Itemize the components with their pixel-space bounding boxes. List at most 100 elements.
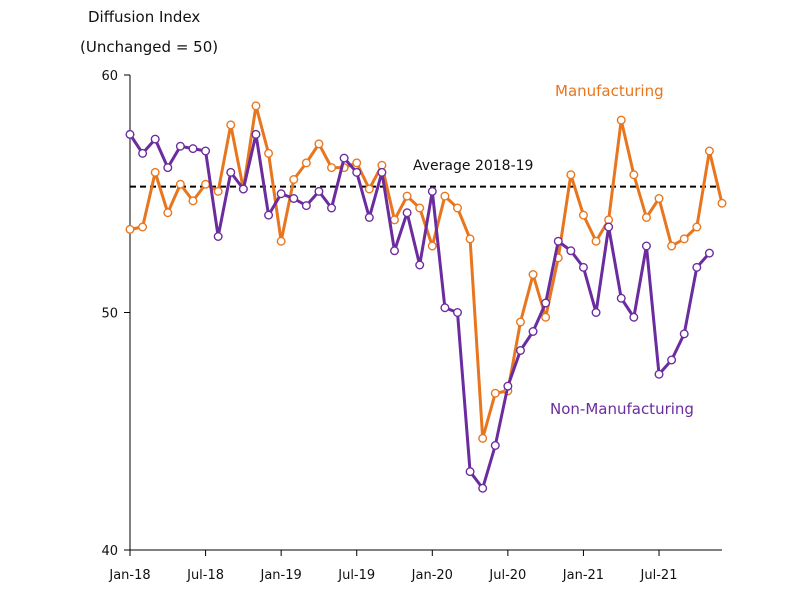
axes: 40 50 60 Jan-18 Jul-18 Jan-19 Jul-19 Jan-20 Jul-… <box>101 69 722 583</box>
series-manufacturing <box>125 101 727 443</box>
x-tick-label: Jan-21 <box>562 568 604 583</box>
data-point <box>704 146 714 156</box>
data-point <box>528 327 538 337</box>
data-point <box>515 346 525 356</box>
data-point <box>717 198 727 208</box>
data-point <box>465 467 475 477</box>
data-point <box>692 222 702 232</box>
data-point <box>251 129 261 139</box>
data-point <box>629 170 639 180</box>
data-point <box>352 158 362 168</box>
data-point <box>654 193 664 203</box>
data-point <box>150 134 160 144</box>
data-point <box>641 241 651 251</box>
data-point <box>679 234 689 244</box>
series-label-manufacturing: Manufacturing <box>555 82 664 100</box>
data-point <box>629 312 639 322</box>
data-point <box>465 234 475 244</box>
data-point <box>251 101 261 111</box>
data-point <box>201 146 211 156</box>
data-point <box>578 262 588 272</box>
data-point <box>541 312 551 322</box>
y-axis-title-line2: (Unchanged = 50) <box>80 38 219 56</box>
data-point <box>440 191 450 201</box>
series-group <box>125 101 727 493</box>
data-point <box>578 210 588 220</box>
x-tick-label: Jan-18 <box>108 568 150 583</box>
data-point <box>163 208 173 218</box>
data-point <box>402 208 412 218</box>
data-point <box>490 441 500 451</box>
x-tick-label: Jul-20 <box>488 568 526 583</box>
data-point <box>163 163 173 173</box>
data-point <box>452 203 462 213</box>
data-point <box>339 153 349 163</box>
data-point <box>327 203 337 213</box>
data-point <box>616 115 626 125</box>
y-tick-label: 60 <box>101 69 118 84</box>
data-point <box>377 167 387 177</box>
data-point <box>125 224 135 234</box>
data-point <box>138 148 148 158</box>
series-label-non-manufacturing: Non-Manufacturing <box>550 400 694 418</box>
data-point <box>704 248 714 258</box>
x-tick-label: Jan-20 <box>411 568 453 583</box>
labels-group: Manufacturing Non-Manufacturing Average 20… <box>413 82 694 418</box>
series-line <box>128 104 724 440</box>
data-point <box>667 241 677 251</box>
series-non-manufacturing <box>125 129 714 493</box>
data-point <box>276 236 286 246</box>
data-point <box>415 260 425 270</box>
data-point <box>541 298 551 308</box>
data-point <box>150 167 160 177</box>
data-point <box>226 167 236 177</box>
data-point <box>301 201 311 211</box>
x-tick-label: Jan-19 <box>260 568 302 583</box>
data-point <box>427 241 437 251</box>
x-tick-label: Jul-18 <box>186 568 224 583</box>
data-point <box>188 196 198 206</box>
data-point <box>188 144 198 154</box>
data-point <box>314 186 324 196</box>
data-point <box>314 139 324 149</box>
data-point <box>402 191 412 201</box>
data-point <box>352 167 362 177</box>
data-point <box>427 186 437 196</box>
data-point <box>264 148 274 158</box>
data-point <box>553 236 563 246</box>
data-point <box>289 174 299 184</box>
data-point <box>654 369 664 379</box>
y-tick-label: 50 <box>101 307 118 322</box>
data-point <box>301 158 311 168</box>
x-tick-label: Jul-19 <box>337 568 375 583</box>
x-tick-label: Jul-21 <box>640 568 678 583</box>
data-point <box>641 212 651 222</box>
data-point <box>440 303 450 313</box>
average-line-label: Average 2018-19 <box>413 158 533 174</box>
data-point <box>138 222 148 232</box>
data-point <box>452 308 462 318</box>
data-point <box>364 184 374 194</box>
y-axis-title-line1: Diffusion Index <box>88 8 201 26</box>
data-point <box>264 210 274 220</box>
data-point <box>515 317 525 327</box>
data-point <box>125 129 135 139</box>
data-point <box>566 170 576 180</box>
data-point <box>616 293 626 303</box>
data-point <box>503 381 513 391</box>
data-point <box>692 262 702 272</box>
data-point <box>276 189 286 199</box>
data-point <box>591 308 601 318</box>
data-point <box>528 270 538 280</box>
data-point <box>289 193 299 203</box>
data-point <box>478 433 488 443</box>
data-point <box>327 163 337 173</box>
data-point <box>175 141 185 151</box>
data-point <box>604 222 614 232</box>
data-point <box>238 184 248 194</box>
data-point <box>226 120 236 130</box>
data-point <box>591 236 601 246</box>
data-point <box>390 246 400 256</box>
data-point <box>478 483 488 493</box>
